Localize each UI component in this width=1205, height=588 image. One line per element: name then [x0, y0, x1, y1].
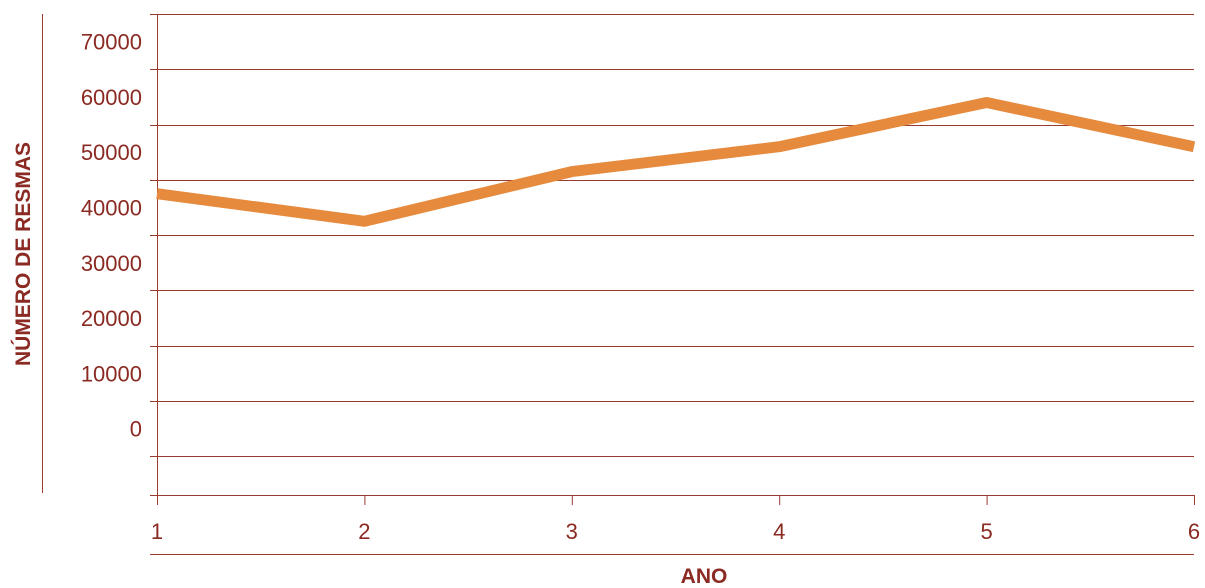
y-tick-label: 70000 — [81, 30, 142, 55]
x-tick-labels: 1 2 3 4 5 6 — [151, 519, 1200, 544]
y-tick-label: 60000 — [81, 85, 142, 110]
y-axis-title: NÚMERO DE RESMAS — [11, 142, 35, 366]
y-tick-label: 10000 — [81, 361, 142, 386]
axes — [43, 14, 1195, 555]
y-tick-label: 50000 — [81, 140, 142, 165]
y-tick-label: 30000 — [81, 251, 142, 276]
y-tick-label: 0 — [130, 417, 142, 442]
x-tick-label: 4 — [773, 519, 785, 544]
x-tick-label: 3 — [566, 519, 578, 544]
x-tick-label: 1 — [151, 519, 163, 544]
y-tick-labels: 0100002000030000400005000060000700008000… — [81, 0, 142, 442]
x-tick-label: 6 — [1188, 519, 1200, 544]
x-tick-label: 5 — [980, 519, 992, 544]
series-layer — [157, 102, 1194, 221]
x-axis-title: ANO — [681, 565, 728, 588]
x-tick-label: 2 — [358, 519, 370, 544]
series-line — [157, 103, 1194, 222]
gridlines — [150, 15, 1194, 457]
y-tick-label: 40000 — [81, 196, 142, 221]
y-tick-label: 20000 — [81, 306, 142, 331]
